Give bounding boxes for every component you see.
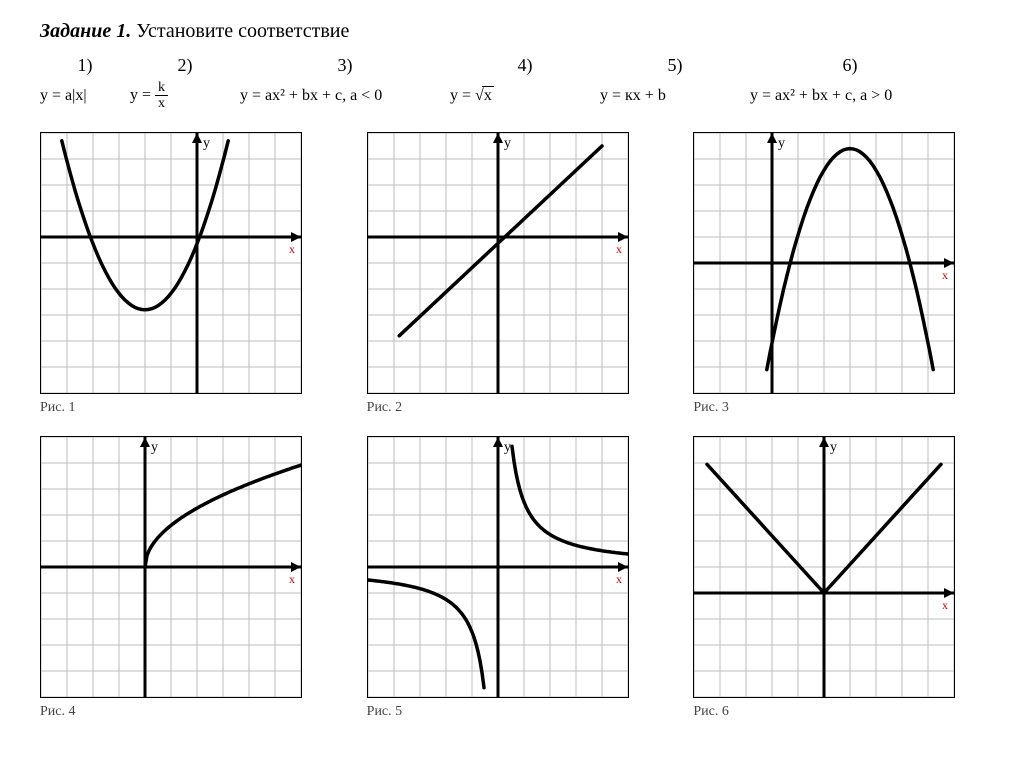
number-2: 2)	[130, 55, 240, 76]
chart-1: yx	[40, 132, 302, 394]
formula-5: y = кx + b	[600, 87, 750, 105]
caption-3: Рис. 3	[693, 400, 980, 416]
formula-2: y = kx	[130, 80, 240, 112]
chart-cell-4: yx Рис. 4	[40, 436, 327, 720]
chart-cell-2: yx Рис. 2	[367, 132, 654, 416]
number-3: 3)	[240, 55, 450, 76]
number-5: 5)	[600, 55, 750, 76]
chart-3: yx	[693, 132, 955, 394]
svg-text:x: x	[942, 598, 948, 612]
svg-text:y: y	[504, 136, 511, 151]
caption-2: Рис. 2	[367, 400, 654, 416]
number-1: 1)	[40, 55, 130, 76]
svg-text:x: x	[289, 242, 295, 256]
svg-text:y: y	[203, 136, 210, 151]
task-title: Задание 1. Установите соответствие	[40, 20, 984, 43]
chart-cell-3: yx Рис. 3	[693, 132, 980, 416]
caption-1: Рис. 1	[40, 400, 327, 416]
caption-6: Рис. 6	[693, 704, 980, 720]
charts-grid: yx Рис. 1 yx Рис. 2 yx Рис. 3 yx Рис. 4 …	[40, 132, 980, 720]
chart-2: yx	[367, 132, 629, 394]
formula-4: y = x	[450, 87, 600, 105]
title-prefix: Задание 1.	[40, 20, 131, 42]
svg-text:x: x	[942, 268, 948, 282]
svg-text:x: x	[616, 242, 622, 256]
chart-cell-6: yx Рис. 6	[693, 436, 980, 720]
svg-text:y: y	[151, 440, 158, 455]
number-4: 4)	[450, 55, 600, 76]
chart-cell-5: yx Рис. 5	[367, 436, 654, 720]
chart-5: yx	[367, 436, 629, 698]
title-rest: Установите соответствие	[131, 20, 349, 42]
numbers-row: 1) 2) 3) 4) 5) 6)	[40, 55, 984, 76]
chart-4: yx	[40, 436, 302, 698]
svg-text:y: y	[504, 440, 511, 455]
chart-cell-1: yx Рис. 1	[40, 132, 327, 416]
svg-text:y: y	[830, 440, 837, 455]
formula-6: y = ax² + bx + c, a > 0	[750, 87, 950, 105]
formula-3: y = ax² + bx + c, a < 0	[240, 87, 450, 105]
svg-text:y: y	[778, 136, 785, 151]
caption-4: Рис. 4	[40, 704, 327, 720]
formulas-row: y = a|x| y = kx y = ax² + bx + c, a < 0 …	[40, 80, 984, 112]
chart-6: yx	[693, 436, 955, 698]
caption-5: Рис. 5	[367, 704, 654, 720]
svg-text:x: x	[616, 572, 622, 586]
svg-text:x: x	[289, 572, 295, 586]
formula-1: y = a|x|	[40, 87, 130, 105]
number-6: 6)	[750, 55, 950, 76]
